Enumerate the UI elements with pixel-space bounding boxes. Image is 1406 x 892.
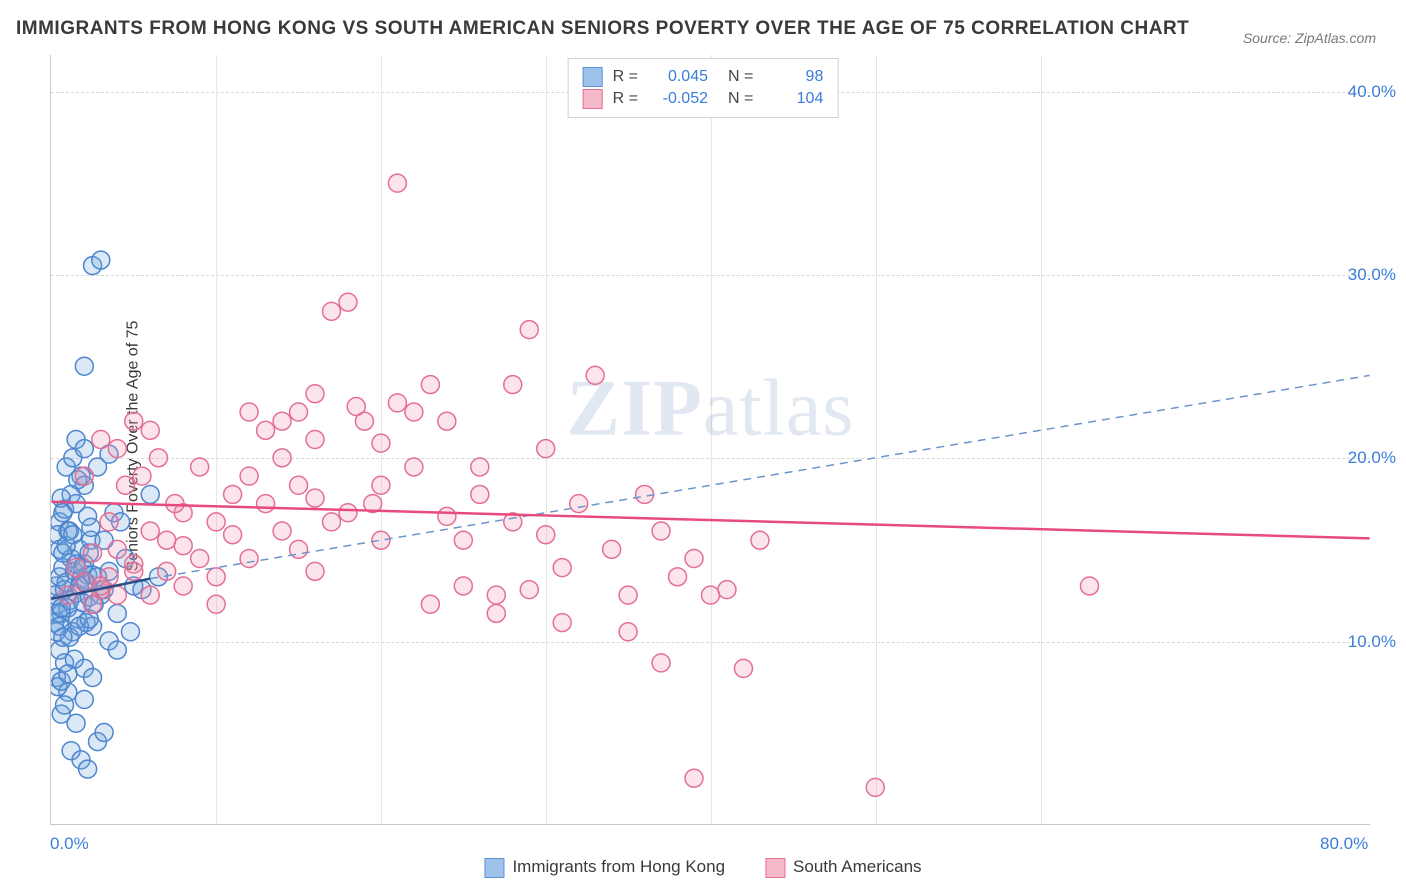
stats-legend-row: R = 0.045 N = 98	[583, 67, 824, 87]
legend-swatch	[765, 858, 785, 878]
legend-r-value: -0.052	[648, 90, 708, 108]
series-legend: Immigrants from Hong Kong South Americans	[484, 857, 921, 878]
chart-title: IMMIGRANTS FROM HONG KONG VS SOUTH AMERI…	[16, 18, 1189, 40]
series-legend-item: Immigrants from Hong Kong	[484, 857, 725, 878]
legend-r-label: R =	[613, 68, 638, 86]
source-label: Source: ZipAtlas.com	[1243, 30, 1376, 46]
legend-swatch	[484, 858, 504, 878]
chart-area: ZIPatlas	[50, 55, 1370, 825]
stats-legend: R = 0.045 N = 98 R = -0.052 N = 104	[568, 58, 839, 118]
legend-swatch	[583, 89, 603, 109]
series-legend-label: South Americans	[793, 857, 922, 876]
legend-n-value: 98	[763, 68, 823, 86]
series-legend-label: Immigrants from Hong Kong	[512, 857, 725, 876]
legend-n-value: 104	[763, 90, 823, 108]
trend-line	[150, 375, 1369, 578]
series-legend-item: South Americans	[765, 857, 922, 878]
x-tick-label: 80.0%	[1320, 834, 1368, 854]
legend-n-label: N =	[728, 68, 753, 86]
x-tick-label: 0.0%	[50, 834, 89, 854]
trend-line	[51, 502, 1369, 539]
legend-r-value: 0.045	[648, 68, 708, 86]
trend-layer	[51, 55, 1370, 824]
legend-n-label: N =	[728, 90, 753, 108]
legend-swatch	[583, 67, 603, 87]
stats-legend-row: R = -0.052 N = 104	[583, 89, 824, 109]
trend-line	[51, 579, 150, 599]
legend-r-label: R =	[613, 90, 638, 108]
